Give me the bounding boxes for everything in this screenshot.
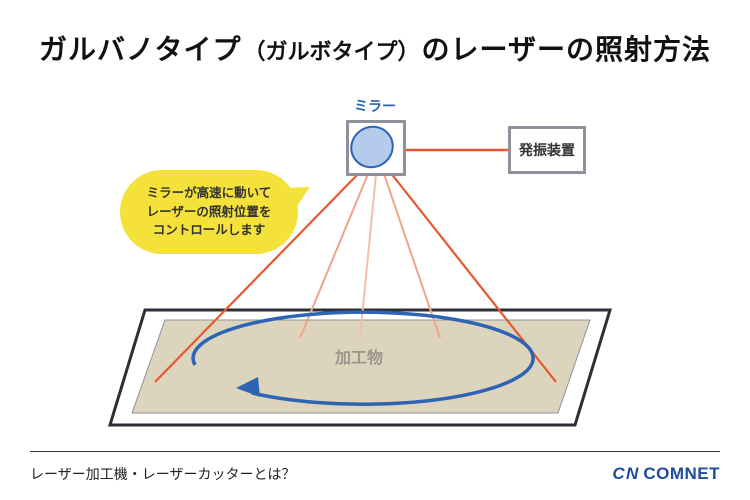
title-rest: のレーザーの照射方法 [422, 34, 711, 65]
callout-line-1: ミラーが高速に動いて [147, 186, 272, 200]
page-title: ガルバノタイプ（ガルボタイプ）のレーザーの照射方法 [0, 28, 750, 68]
laser-strong-right [390, 172, 556, 382]
callout-line-3: コントロールします [153, 223, 266, 237]
footer: レーザー加工機・レーザーカッターとは？ C N COMNET [30, 464, 720, 484]
footer-divider [30, 451, 720, 452]
mirror-label: ミラー [345, 96, 405, 116]
workpiece-label: 加工物 [335, 344, 383, 368]
oscillator-label: 発振装置 [519, 140, 575, 160]
title-sub: （ガルボタイプ） [243, 39, 419, 64]
brand-text: COMNET [643, 464, 720, 484]
brand-logo: C N COMNET [612, 464, 720, 484]
callout-text: ミラーが高速に動いて レーザーの照射位置を コントロールします [147, 184, 272, 240]
laser-faint-2 [360, 174, 376, 338]
brand-mark-icon: C N [612, 464, 637, 484]
footer-left-text: レーザー加工機・レーザーカッターとは？ [30, 464, 295, 484]
oscillator-box: 発振装置 [508, 126, 586, 174]
diagram-frame: ガルバノタイプ（ガルボタイプ）のレーザーの照射方法 ミラー 発振装置 ミラーが高… [0, 0, 750, 500]
diagram-svg [0, 0, 750, 500]
laser-faint-3 [384, 174, 440, 338]
scan-arrow [236, 377, 260, 397]
title-main: ガルバノタイプ [39, 34, 241, 65]
callout-bubble: ミラーが高速に動いて レーザーの照射位置を コントロールします [120, 170, 298, 254]
callout-line-2: レーザーの照射位置を [147, 205, 272, 219]
